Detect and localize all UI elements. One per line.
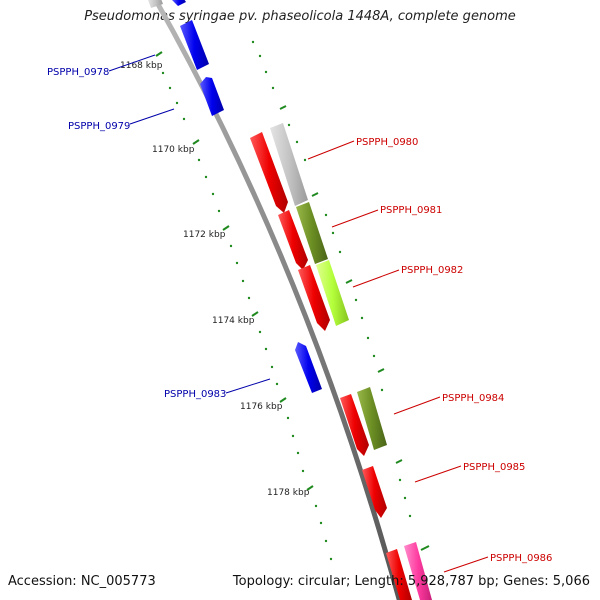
label-leader-lines bbox=[108, 54, 489, 573]
tick-label-1170: 1170 kbp bbox=[152, 145, 195, 155]
gene-label-0985[interactable]: PSPPH_0985 bbox=[463, 462, 525, 473]
gene-arrow-0981[interactable] bbox=[278, 210, 308, 270]
cog-block-0982 bbox=[316, 260, 349, 326]
gene-arrow-0979[interactable] bbox=[200, 77, 224, 116]
gene-label-0981[interactable]: PSPPH_0981 bbox=[380, 205, 442, 216]
tick-label-1168: 1168 kbp bbox=[120, 61, 163, 71]
cog-block-0986 bbox=[404, 542, 432, 600]
tick-label-1178: 1178 kbp bbox=[267, 488, 310, 498]
gene-label-0978[interactable]: PSPPH_0978 bbox=[47, 67, 109, 78]
gene-arrow-0983[interactable] bbox=[295, 342, 322, 393]
reverse-strand-genes bbox=[172, 0, 322, 393]
gene-arrow-0982[interactable] bbox=[298, 265, 330, 331]
gene-label-0982[interactable]: PSPPH_0982 bbox=[401, 265, 463, 276]
topology-label: Topology: circular; Length: 5,928,787 bp… bbox=[232, 574, 590, 589]
genome-backbone bbox=[152, 0, 402, 600]
outer-tick-track bbox=[251, 40, 430, 551]
inner-tick-track bbox=[155, 51, 333, 561]
tick-label-1172: 1172 kbp bbox=[183, 230, 226, 240]
gene-label-0986[interactable]: PSPPH_0986 bbox=[490, 553, 552, 564]
gene-arrow-0980[interactable] bbox=[250, 132, 288, 213]
cog-category-track bbox=[148, 0, 432, 600]
gene-arrow-0985[interactable] bbox=[362, 466, 387, 518]
gene-label-0980[interactable]: PSPPH_0980 bbox=[356, 137, 418, 148]
accession-label: Accession: NC_005773 bbox=[8, 574, 156, 589]
cog-block-0980 bbox=[270, 123, 308, 206]
cog-block-0984 bbox=[357, 387, 387, 450]
gene-arrow-0984[interactable] bbox=[340, 394, 369, 456]
gene-arrow-0986[interactable] bbox=[386, 549, 412, 600]
gene-arrow-top-partial[interactable] bbox=[172, 0, 186, 6]
gene-label-0984[interactable]: PSPPH_0984 bbox=[442, 393, 504, 404]
gene-label-0983[interactable]: PSPPH_0983 bbox=[164, 389, 226, 400]
cog-block-0981 bbox=[296, 202, 328, 264]
forward-strand-genes bbox=[250, 132, 412, 600]
tick-label-1174: 1174 kbp bbox=[212, 316, 255, 326]
gene-label-0979[interactable]: PSPPH_0979 bbox=[68, 121, 130, 132]
gene-arrow-0978[interactable] bbox=[180, 20, 209, 70]
cog-block-top-partial bbox=[148, 0, 163, 8]
tick-label-1176: 1176 kbp bbox=[240, 402, 283, 412]
